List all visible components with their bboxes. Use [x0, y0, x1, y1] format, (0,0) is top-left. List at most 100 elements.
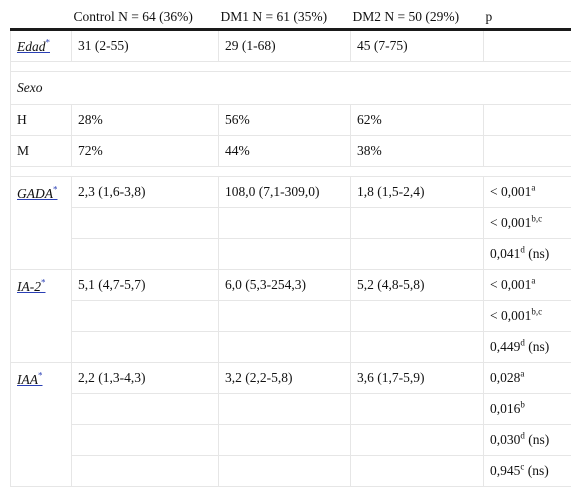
- gada-label-text: GADA: [17, 185, 53, 201]
- empty-cell: [71, 207, 219, 239]
- empty-cell: [218, 331, 351, 363]
- p-note: (ns): [524, 339, 550, 354]
- row-iaa-2: 0,016b: [11, 393, 571, 425]
- p-superscript: b: [520, 399, 525, 410]
- row-h: H 28% 56% 62%: [10, 104, 571, 136]
- empty-cell: [350, 207, 484, 239]
- empty-cell: [350, 455, 484, 487]
- p-superscript: a: [531, 182, 536, 193]
- gada-p-2: < 0,001b,c: [483, 207, 571, 239]
- p-value: < 0,001: [490, 184, 532, 199]
- row-gada-3: 0,041d (ns): [11, 238, 571, 270]
- gada-p-3: 0,041d (ns): [483, 238, 571, 270]
- row-iaa: IAA* 2,2 (1,3-4,3) 3,2 (2,2-5,8) 3,6 (1,…: [10, 362, 571, 487]
- iaa-dm1: 3,2 (2,2-5,8): [218, 362, 351, 394]
- ia2-p-1: < 0,001a: [483, 269, 571, 301]
- m-control: 72%: [71, 135, 219, 167]
- p-value: < 0,001: [490, 215, 532, 230]
- row-iaa-3: 0,030d (ns): [11, 424, 571, 456]
- h-p: [483, 104, 571, 136]
- p-value: 0,028: [490, 370, 521, 385]
- empty-cell: [218, 207, 351, 239]
- ia2-dm2: 5,2 (4,8-5,8): [350, 269, 484, 301]
- empty-cell: [350, 300, 484, 332]
- results-table-container: Control N = 64 (36%) DM1 N = 61 (35%) DM…: [10, 6, 571, 487]
- ia2-p-2: < 0,001b,c: [483, 300, 571, 332]
- results-table: Control N = 64 (36%) DM1 N = 61 (35%) DM…: [10, 6, 571, 487]
- iaa-p-1: 0,028a: [483, 362, 571, 394]
- h-control: 28%: [71, 104, 219, 136]
- p-superscript: c: [520, 461, 525, 472]
- p-superscript: b,c: [531, 213, 543, 224]
- h-dm1: 56%: [218, 104, 351, 136]
- footnote-link-gada[interactable]: GADA*: [17, 184, 58, 201]
- empty-cell: [218, 238, 351, 270]
- p-superscript: d: [520, 244, 525, 255]
- header-dm1: DM1 N = 61 (35%): [218, 6, 351, 31]
- header-row: Control N = 64 (36%) DM1 N = 61 (35%) DM…: [10, 6, 571, 31]
- iaa-label-text: IAA: [17, 371, 38, 387]
- header-blank: [10, 6, 72, 31]
- p-value: 0,016: [490, 401, 521, 416]
- iaa-p-2: 0,016b: [483, 393, 571, 425]
- p-superscript: d: [520, 430, 525, 441]
- edad-p: [483, 29, 571, 62]
- ia2-dm1: 6,0 (5,3-254,3): [218, 269, 351, 301]
- p-superscript: b,c: [531, 306, 543, 317]
- p-value: 0,030: [490, 432, 521, 447]
- footnote-link-edad[interactable]: Edad*: [17, 37, 51, 54]
- m-dm2: 38%: [350, 135, 484, 167]
- edad-dm1: 29 (1-68): [218, 29, 351, 62]
- row-sexo: Sexo: [10, 71, 571, 105]
- p-value: 0,945: [490, 463, 521, 478]
- iaa-dm2: 3,6 (1,7-5,9): [350, 362, 484, 394]
- row-edad: Edad* 31 (2-55) 29 (1-68) 45 (7-75): [10, 29, 571, 62]
- empty-cell: [71, 331, 219, 363]
- footnote-link-iaa[interactable]: IAA*: [17, 370, 43, 387]
- label-iaa: IAA*: [10, 362, 72, 487]
- label-m: M: [10, 135, 72, 167]
- gada-control: 2,3 (1,6-3,8): [71, 176, 219, 208]
- label-gada: GADA*: [10, 176, 72, 270]
- edad-control: 31 (2-55): [71, 29, 219, 62]
- empty-cell: [350, 331, 484, 363]
- empty-cell: [71, 393, 219, 425]
- label-edad: Edad*: [10, 29, 72, 62]
- iaa-p-4: 0,945c (ns): [483, 455, 571, 487]
- empty-cell: [71, 455, 219, 487]
- iaa-p-3: 0,030d (ns): [483, 424, 571, 456]
- label-sexo: Sexo: [10, 71, 571, 105]
- empty-cell: [350, 393, 484, 425]
- m-dm1: 44%: [218, 135, 351, 167]
- ia2-p-3: 0,449d (ns): [483, 331, 571, 363]
- gada-p-1: < 0,001a: [483, 176, 571, 208]
- gada-dm2: 1,8 (1,5-2,4): [350, 176, 484, 208]
- p-value: < 0,001: [490, 308, 532, 323]
- empty-cell: [350, 424, 484, 456]
- spacer-row: [10, 166, 571, 177]
- m-p: [483, 135, 571, 167]
- spacer-row: [10, 61, 571, 72]
- empty-cell: [218, 393, 351, 425]
- p-value: 0,449: [490, 339, 521, 354]
- p-value: < 0,001: [490, 277, 532, 292]
- empty-cell: [71, 238, 219, 270]
- footnote-star-iaa[interactable]: *: [38, 370, 43, 380]
- iaa-control: 2,2 (1,3-4,3): [71, 362, 219, 394]
- p-superscript: a: [520, 368, 525, 379]
- label-ia2: IA-2*: [10, 269, 72, 363]
- row-gada: GADA* 2,3 (1,6-3,8) 108,0 (7,1-309,0) 1,…: [10, 176, 571, 270]
- p-note: (ns): [524, 463, 549, 478]
- p-note: (ns): [524, 432, 550, 447]
- footnote-star-gada[interactable]: *: [53, 184, 58, 194]
- header-control: Control N = 64 (36%): [71, 6, 219, 31]
- footnote-star-ia2[interactable]: *: [41, 277, 46, 287]
- empty-cell: [218, 300, 351, 332]
- empty-cell: [218, 455, 351, 487]
- footnote-star-edad[interactable]: *: [45, 37, 51, 48]
- gada-dm1: 108,0 (7,1-309,0): [218, 176, 351, 208]
- footnote-link-ia2[interactable]: IA-2*: [17, 277, 46, 294]
- row-m: M 72% 44% 38%: [10, 135, 571, 167]
- p-superscript: d: [520, 337, 525, 348]
- p-note: (ns): [524, 246, 550, 261]
